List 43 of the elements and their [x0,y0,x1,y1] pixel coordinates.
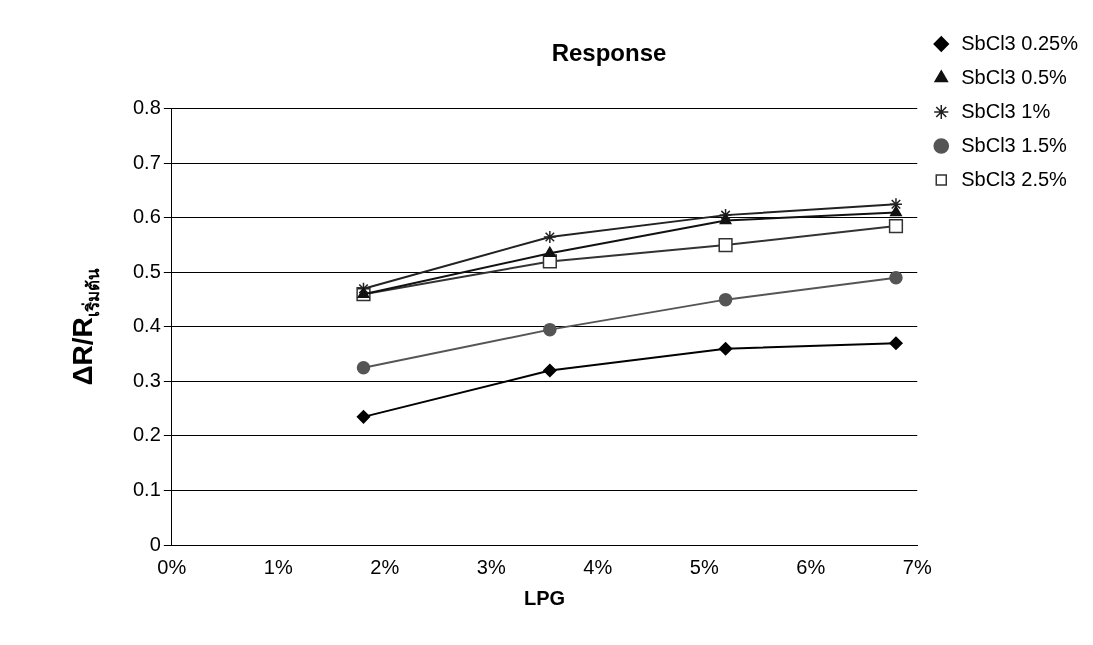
legend-label: SbCl3 2.5% [961,167,1068,190]
x-tick-label: 1% [263,555,293,578]
point [543,322,557,337]
y-tick-label: 0.5 [132,259,161,282]
y-tick-label: 0.2 [132,423,161,446]
legend-label: SbCl3 0.5% [961,65,1068,88]
y-axis-title: ΔR/Rเริ่มต้น [66,268,103,386]
point [890,205,902,217]
y-tick-label: 0 [149,532,161,555]
y-tick-label: 0.3 [132,368,161,391]
point [888,218,904,234]
point [356,361,371,375]
point [889,197,903,211]
point [543,230,557,244]
y-tick-label: 0.4 [132,314,161,337]
point [357,287,370,298]
y-tick-label: 0.1 [132,477,161,500]
point [543,246,556,258]
x-tick-label: 6% [796,555,826,578]
point [718,238,733,253]
point [889,336,903,351]
x-tick-label: 2% [370,555,400,578]
point [718,208,733,222]
legend-label: SbCl3 1% [961,99,1051,122]
y-tick-label: 0.7 [132,150,161,173]
point [543,363,557,378]
chart-title: Response [551,39,667,67]
x-tick-label: 4% [583,555,613,578]
legend-label: SbCl3 0.25% [961,31,1079,54]
x-tick-label: 0% [157,555,187,578]
point [718,341,733,356]
point [889,271,903,285]
x-tick-label: 5% [689,555,719,578]
point [356,281,371,296]
x-tick-label: 7% [902,555,932,578]
legend-label: SbCl3 1.5% [961,133,1068,156]
x-tick-label: 3% [476,555,506,578]
point [356,410,371,424]
x-axis-title: LPG [523,586,566,609]
point [718,292,733,307]
y-tick-label: 0.8 [132,96,161,119]
point [719,213,732,225]
y-tick-label: 0.6 [132,205,161,228]
